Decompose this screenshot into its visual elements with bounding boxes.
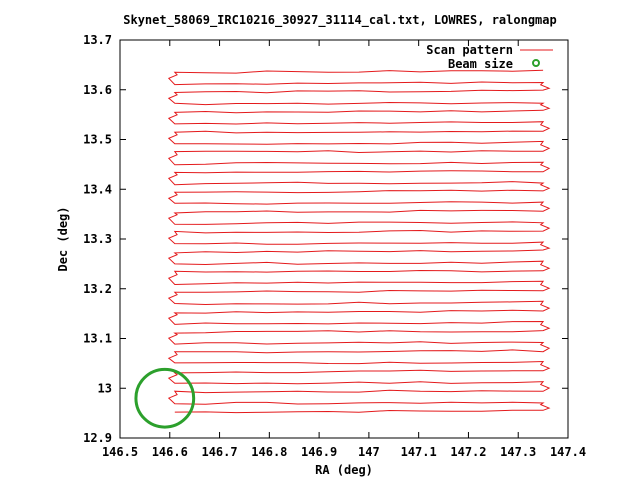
- y-tick-label: 13.3: [83, 232, 112, 246]
- x-tick-label: 146.6: [152, 445, 188, 459]
- x-tick-label: 146.9: [301, 445, 337, 459]
- legend: Scan pattern Beam size: [426, 43, 553, 71]
- y-tick-label: 13.4: [83, 182, 112, 196]
- y-axis: 12.9 13 13.1 13.2 13.3 13.4 13.5 13.6 13.7: [83, 33, 568, 445]
- x-tick-label: 146.5: [102, 445, 138, 459]
- y-tick-label: 13.1: [83, 332, 112, 346]
- beam-size-series: [134, 367, 196, 429]
- x-axis: 146.5 146.6 146.7 146.8 146.9 147 147.1 147.2 14…: [102, 40, 586, 459]
- y-tick-label: 13.6: [83, 83, 112, 97]
- legend-label-scan-pattern: Scan pattern: [426, 43, 513, 57]
- x-tick-label: 146.7: [201, 445, 237, 459]
- y-tick-label: 12.9: [83, 431, 112, 445]
- legend-marker-beam-size: [532, 59, 540, 67]
- y-tick-label: 13.7: [83, 33, 112, 47]
- y-tick-label: 13.5: [83, 133, 112, 147]
- x-tick-label: 147.2: [450, 445, 486, 459]
- x-tick-label: 147.3: [500, 445, 536, 459]
- y-tick-label: 13.2: [83, 282, 112, 296]
- x-axis-label: RA (deg): [315, 463, 373, 477]
- x-tick-label: 147.4: [550, 445, 586, 459]
- y-axis-label: Dec (deg): [56, 206, 70, 271]
- beam-size-circle: [134, 367, 196, 429]
- x-tick-label: 147.1: [401, 445, 437, 459]
- scan-pattern-line: [167, 69, 551, 414]
- x-tick-label: 147: [358, 445, 380, 459]
- chart-title: Skynet_58069_IRC10216_30927_31114_cal.tx…: [123, 13, 556, 28]
- x-tick-label: 146.8: [251, 445, 287, 459]
- y-tick-label: 13: [98, 381, 112, 395]
- legend-label-beam-size: Beam size: [448, 57, 513, 71]
- scan-pattern-series: [167, 69, 551, 414]
